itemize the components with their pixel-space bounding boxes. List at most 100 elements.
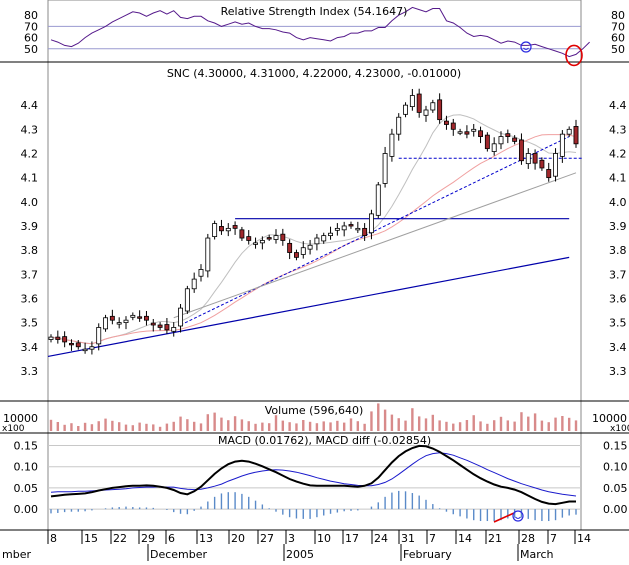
volume-bar xyxy=(97,421,100,431)
candle-body xyxy=(505,133,511,137)
candle-body xyxy=(130,314,136,318)
candle-body xyxy=(239,229,245,239)
rsi-y-tick-right: 80 xyxy=(611,9,625,22)
candle-body xyxy=(280,233,286,241)
candle-body xyxy=(450,122,456,130)
price-y-tick-left: 3.7 xyxy=(21,268,39,281)
price-y-tick-right: 3.7 xyxy=(609,268,627,281)
candle-body xyxy=(69,342,74,346)
price-y-tick-right: 3.4 xyxy=(609,341,627,354)
volume-bar xyxy=(83,422,87,431)
price-candle xyxy=(566,126,572,138)
price-candle xyxy=(328,226,333,240)
volume-title: Volume (596,640) xyxy=(265,404,363,417)
rsi-y-tick-left: 60 xyxy=(24,32,38,45)
price-candle xyxy=(178,303,183,333)
price-y-tick-left: 4.3 xyxy=(21,123,39,136)
volume-bar xyxy=(158,426,162,431)
price-candle xyxy=(375,181,381,219)
candle-body xyxy=(157,324,163,328)
price-candle xyxy=(150,318,156,332)
price-candle xyxy=(239,226,245,241)
price-y-tick-right: 3.9 xyxy=(609,220,627,233)
volume-bar xyxy=(458,422,462,431)
volume-y-tick-left: 10000 xyxy=(3,412,38,425)
volume-scale-left: x100 xyxy=(2,424,25,434)
x-axis-day-label: 28 xyxy=(521,532,535,545)
price-candle xyxy=(334,223,340,236)
candle-body xyxy=(369,213,374,234)
price-y-tick-right: 4.0 xyxy=(609,196,627,209)
smiley-mouth xyxy=(515,516,521,519)
candle-body xyxy=(382,153,388,184)
candle-body xyxy=(89,346,95,350)
smiley-face xyxy=(512,510,524,522)
candle-body xyxy=(532,153,538,164)
x-axis-day-label: 6 xyxy=(168,532,175,545)
volume-bar xyxy=(240,419,244,431)
price-candle xyxy=(573,119,579,148)
candle-body xyxy=(123,319,129,323)
volume-bar xyxy=(513,421,516,431)
candle-body xyxy=(144,315,149,321)
volume-bar xyxy=(547,422,550,431)
volume-bar xyxy=(220,417,223,431)
price-candle xyxy=(512,135,518,145)
x-axis-day-label: 17 xyxy=(345,532,359,545)
candle-body xyxy=(164,324,170,331)
price-candle xyxy=(294,249,299,261)
volume-bar xyxy=(397,418,400,431)
price-candle xyxy=(55,330,61,344)
candle-body xyxy=(171,327,177,332)
candle-body xyxy=(478,130,483,137)
price-candle xyxy=(382,146,388,188)
price-candle xyxy=(348,221,354,229)
candle-body xyxy=(553,153,558,177)
candle-body xyxy=(348,224,354,227)
volume-bar xyxy=(281,420,285,431)
candle-body xyxy=(328,232,333,237)
rsi-line xyxy=(50,6,590,58)
x-axis-month-label: March xyxy=(520,548,554,561)
volume-bar xyxy=(199,423,203,431)
macd-y-tick-left: 0.15 xyxy=(14,439,39,452)
x-axis-day-label: 13 xyxy=(199,532,213,545)
volume-bar xyxy=(356,421,360,431)
candle-body xyxy=(341,225,347,231)
volume-bar xyxy=(527,416,530,431)
volume-bar xyxy=(104,418,107,431)
x-axis-day-label: 7 xyxy=(429,532,436,545)
volume-bar xyxy=(315,423,319,431)
volume-bar xyxy=(56,422,60,431)
price-candle xyxy=(280,228,286,246)
volume-bar xyxy=(390,414,394,431)
macd-y-tick-left: 0.05 xyxy=(14,482,39,495)
price-candle xyxy=(198,264,204,282)
price-y-tick-left: 3.9 xyxy=(21,220,39,233)
volume-bar xyxy=(124,424,128,431)
candle-body xyxy=(75,342,81,348)
volume-bar xyxy=(452,423,455,431)
volume-bar xyxy=(554,417,557,431)
price-candle xyxy=(396,113,402,141)
price-candle xyxy=(314,233,320,251)
price-candle xyxy=(464,125,470,139)
price-candle xyxy=(48,334,54,343)
price-candle xyxy=(355,221,361,233)
rsi-y-tick-left: 70 xyxy=(24,20,38,33)
candle-body xyxy=(191,278,197,290)
x-axis-day-label: 14 xyxy=(458,532,472,545)
macd-red-arrow xyxy=(493,512,515,523)
candle-body xyxy=(573,126,579,145)
volume-bar xyxy=(77,426,80,431)
rsi-y-tick-left: 50 xyxy=(24,43,38,56)
candle-body xyxy=(389,133,395,157)
price-candle xyxy=(491,137,497,156)
price-candle xyxy=(171,322,177,337)
price-candle xyxy=(553,148,558,182)
price-candle xyxy=(430,99,436,113)
x-axis-day-label: 10 xyxy=(317,532,331,545)
price-candle xyxy=(232,221,238,235)
candle-body xyxy=(178,307,183,327)
